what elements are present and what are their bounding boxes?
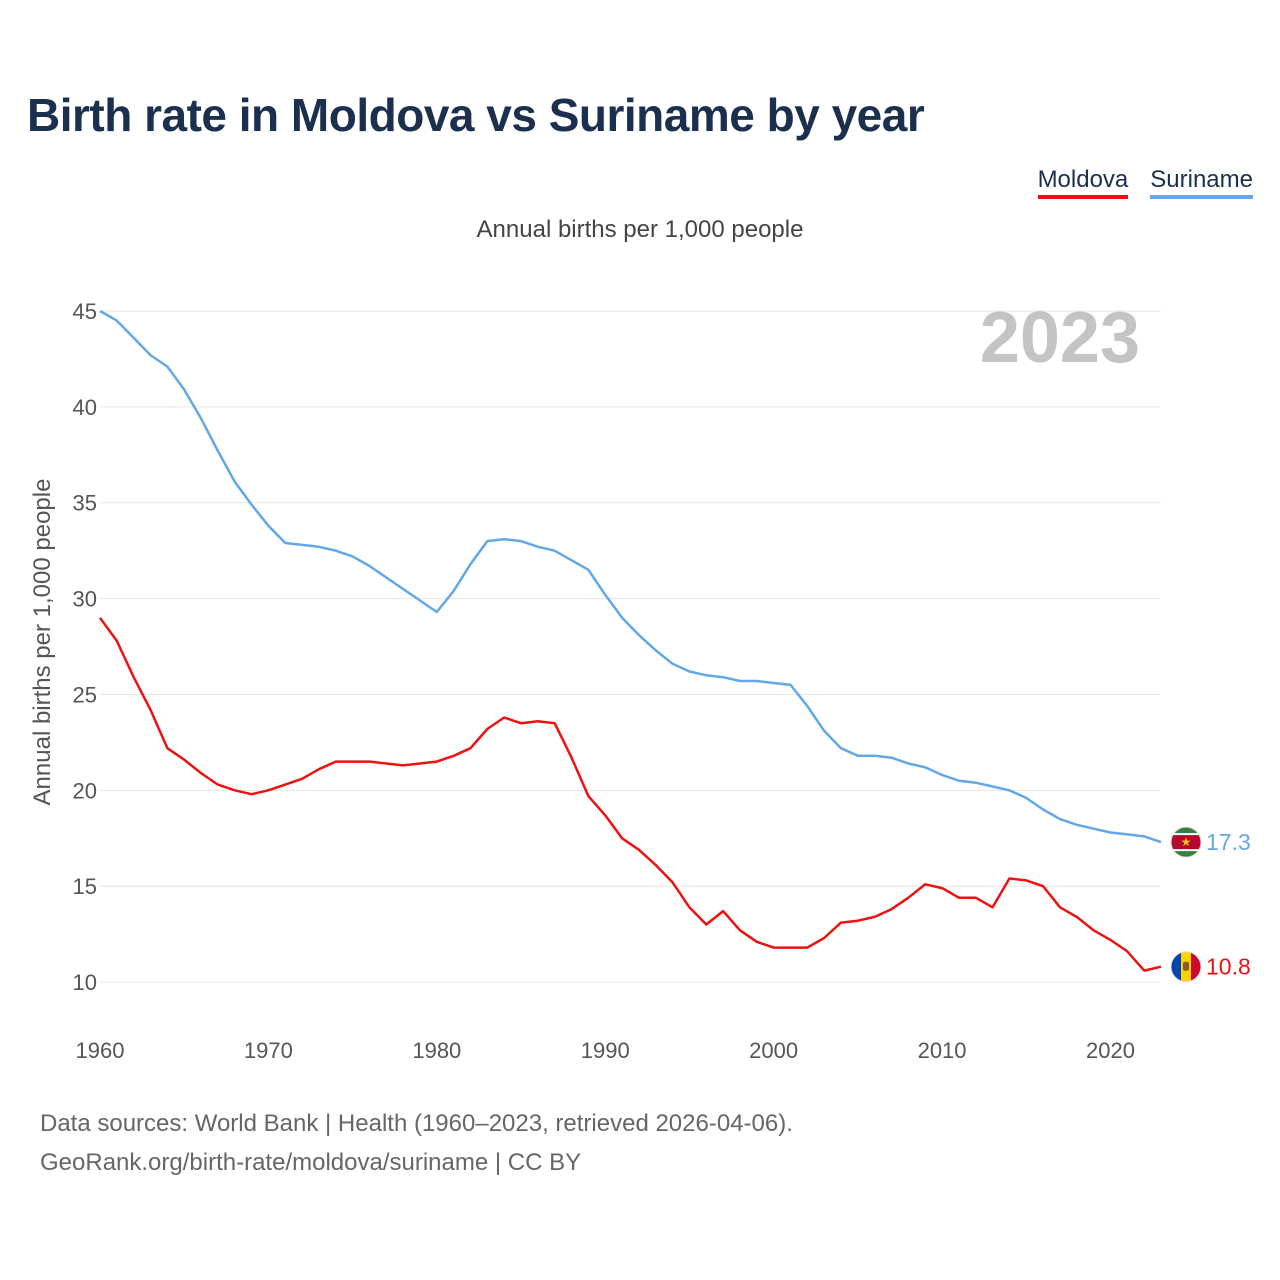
x-tick-label: 1970: [244, 1038, 293, 1063]
y-tick-label: 10: [73, 970, 97, 995]
series-lines: [98, 309, 1162, 972]
footer-sources: Data sources: World Bank | Health (1960–…: [40, 1110, 793, 1137]
x-tick-label: 1960: [76, 1038, 125, 1063]
x-tick-label: 1990: [581, 1038, 630, 1063]
svg-text:★: ★: [1181, 835, 1192, 849]
page-title: Birth rate in Moldova vs Suriname by yea…: [27, 89, 925, 141]
end-label-suriname: 17.3: [1206, 829, 1251, 855]
series-line-suriname[interactable]: [99, 309, 1162, 844]
y-tick-label: 30: [73, 587, 97, 612]
x-tick-label: 2020: [1086, 1038, 1135, 1063]
end-label-moldova: 10.8: [1206, 954, 1251, 980]
chart-subtitle: Annual births per 1,000 people: [476, 216, 804, 243]
footer-attribution: GeoRank.org/birth-rate/moldova/suriname …: [40, 1149, 582, 1176]
y-tick-label: 20: [73, 778, 97, 803]
end-markers: 10.8 ★ 17.3: [1170, 826, 1251, 983]
legend-item-moldova[interactable]: Moldova: [1037, 166, 1129, 199]
y-tick-label: 25: [73, 682, 97, 707]
x-tick-label: 2010: [918, 1038, 967, 1063]
x-tick-label: 2000: [749, 1038, 798, 1063]
flag-suriname-icon: ★: [1170, 826, 1202, 858]
line-chart: 2023 10 15 20 25 30 35 40 45 1960 1970 1980 1990 20…: [29, 298, 1251, 1063]
flag-moldova-icon: [1170, 951, 1202, 983]
legend-item-suriname[interactable]: Suriname: [1150, 166, 1253, 199]
series-line-moldova[interactable]: [98, 617, 1162, 972]
year-watermark: 2023: [980, 298, 1140, 378]
x-tick-label: 1980: [412, 1038, 461, 1063]
x-axis-ticks: 1960 1970 1980 1990 2000 2010 2020: [76, 1038, 1135, 1063]
legend: Moldova Suriname: [1037, 166, 1253, 199]
footer: Data sources: World Bank | Health (1960–…: [40, 1104, 793, 1182]
y-axis-ticks: 10 15 20 25 30 35 40 45: [73, 299, 97, 995]
gridlines: [100, 310, 1161, 983]
y-axis-label: Annual births per 1,000 people: [29, 479, 56, 806]
y-tick-label: 40: [73, 395, 97, 420]
y-tick-label: 35: [73, 491, 97, 516]
y-tick-label: 45: [73, 299, 97, 324]
y-tick-label: 15: [73, 874, 97, 899]
